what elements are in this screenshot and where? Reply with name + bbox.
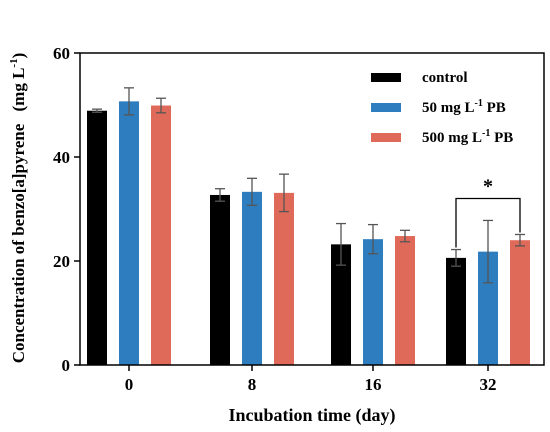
x-tick-label: 8 <box>248 375 257 394</box>
significance-bracket <box>455 197 521 248</box>
y-tick-label: 0 <box>62 356 71 375</box>
y-axis-unit-open: (mg L <box>9 68 28 112</box>
bar-control-day-8 <box>210 194 230 365</box>
legend-swatch-50-mg-pb <box>371 103 401 112</box>
legend-label-control: control <box>422 70 468 86</box>
legend-label-500-mg-pb: 500 mg L-1 PB <box>422 128 513 146</box>
error-bar-control-day-8 <box>215 188 225 202</box>
error-bar-50-mg-l-1-pb-day-32 <box>483 219 493 284</box>
error-bar-500-mg-l-1-pb-day-16 <box>400 229 410 243</box>
error-bar-50-mg-l-1-pb-day-8 <box>247 177 257 207</box>
bar-500-mg-l-1-pb-day-8 <box>274 192 294 365</box>
y-axis-title-main: Concentration of benzo[a]pyrene <box>9 123 28 363</box>
error-bar-50-mg-l-1-pb-day-0 <box>124 87 134 116</box>
bar-500-mg-l-1-pb-day-0 <box>151 105 171 366</box>
legend: control 50 mg L-1 PB 500 mg L-1 PB <box>371 70 513 146</box>
significance-star: * <box>483 175 493 197</box>
legend-50-sup: -1 <box>475 98 483 109</box>
y-tick-label: 40 <box>53 148 70 167</box>
legend-50-pre: 50 mg L <box>422 100 475 116</box>
y-axis-unit-close: ) <box>9 53 28 59</box>
error-bar-control-day-32 <box>451 248 461 267</box>
legend-50-post: PB <box>483 100 506 116</box>
legend-swatch-control <box>371 73 401 82</box>
y-tick-label: 60 <box>53 44 70 63</box>
bar-50-mg-l-1-pb-day-32 <box>478 251 498 365</box>
error-bar-500-mg-l-1-pb-day-32 <box>515 233 525 247</box>
plot-frame <box>79 52 545 366</box>
y-tick-label: 20 <box>53 252 70 271</box>
bars-layer <box>87 101 530 366</box>
bar-control-day-16 <box>331 244 351 365</box>
x-axis-title: Incubation time (day) <box>228 405 395 426</box>
y-axis-title: Concentration of benzo[a]pyrene (mg L-1) <box>8 53 28 364</box>
y-axis-unit-sup: -1 <box>8 58 20 67</box>
x-tick-label: 0 <box>125 375 134 394</box>
legend-swatch-500-mg-pb <box>371 133 401 142</box>
bar-50-mg-l-1-pb-day-16 <box>363 239 383 365</box>
legend-500-sup: -1 <box>482 128 490 139</box>
x-tick-label: 32 <box>480 375 497 394</box>
bar-500-mg-l-1-pb-day-32 <box>510 240 530 365</box>
x-tick-label: 16 <box>365 375 382 394</box>
significance-annotation: * <box>455 175 521 248</box>
legend-500-pre: 500 mg L <box>422 130 482 146</box>
error-bar-50-mg-l-1-pb-day-16 <box>368 223 378 255</box>
error-bar-control-day-0 <box>92 108 102 113</box>
legend-500-post: PB <box>490 130 513 146</box>
y-axis: 0 20 40 60 <box>53 44 80 375</box>
error-bar-500-mg-l-1-pb-day-8 <box>279 173 289 213</box>
error-bars-layer <box>92 87 525 284</box>
legend-label-50-mg-pb: 50 mg L-1 PB <box>422 98 506 116</box>
bar-500-mg-l-1-pb-day-16 <box>395 236 415 365</box>
bar-50-mg-l-1-pb-day-0 <box>119 101 139 366</box>
error-bar-control-day-16 <box>336 222 346 266</box>
x-axis: 0 8 16 32 <box>125 365 497 394</box>
bar-control-day-32 <box>446 257 466 365</box>
bar-control-day-0 <box>87 110 107 365</box>
error-bar-500-mg-l-1-pb-day-0 <box>156 97 166 114</box>
bar-50-mg-l-1-pb-day-8 <box>242 191 262 365</box>
